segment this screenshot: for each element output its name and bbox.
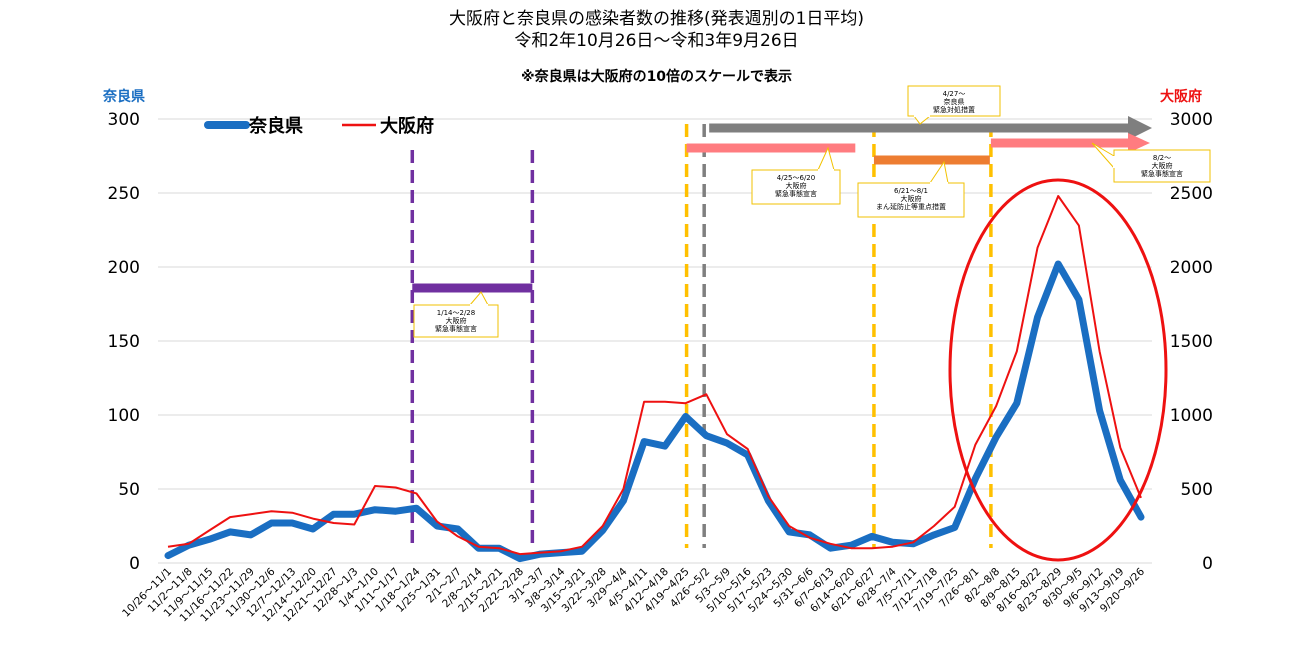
series-lines xyxy=(164,195,1145,563)
callout-osaka-se3-text: 緊急事態宣言 xyxy=(1141,169,1183,178)
period-markers xyxy=(410,116,1152,548)
right-tick-label: 1000 xyxy=(1170,406,1213,426)
scale-note: ※奈良県は大阪府の10倍のスケールで表示 xyxy=(520,69,793,85)
callout-osaka-se1-text: 緊急事態宣言 xyxy=(435,324,477,333)
left-tick-label: 0 xyxy=(129,554,140,574)
callouts: 1/14～2/28大阪府緊急事態宣言4/25～6/20大阪府緊急事態宣言4/27… xyxy=(413,85,1211,338)
callout-osaka-manbou-pointer xyxy=(929,160,949,184)
legend-label-nara: 奈良県 xyxy=(248,115,303,137)
callout-nara-measure-text: 4/27～ xyxy=(943,90,966,98)
gridlines xyxy=(158,118,1152,564)
callout-nara-measure-box xyxy=(907,85,1001,117)
legend: 奈良県 大阪府 xyxy=(204,115,434,137)
right-tick-label: 2000 xyxy=(1170,258,1213,278)
callout-nara-measure-text: 奈良県 xyxy=(944,97,965,106)
callout-nara-measure-text: 緊急対処措置 xyxy=(933,105,975,114)
callout-osaka-manbou-text: 6/21～8/1 xyxy=(894,187,928,195)
nara-measure-arrowhead xyxy=(1128,116,1152,140)
callout-osaka-se2-box xyxy=(751,169,841,205)
callout-osaka-se1-pointer xyxy=(468,291,489,306)
right-tick-label: 2500 xyxy=(1170,184,1213,204)
callout-osaka-se1-text: 大阪府 xyxy=(446,316,467,325)
x-tick-labels: 10/26～11/111/2～11/811/9～11/1511/16～11/22… xyxy=(120,565,1147,624)
series-line-osaka xyxy=(167,195,1142,556)
right-tick-label: 0 xyxy=(1202,554,1213,574)
legend-label-osaka: 大阪府 xyxy=(380,115,434,137)
se3-arrowhead xyxy=(1128,133,1150,153)
left-tick-label: 100 xyxy=(108,406,140,426)
callout-osaka-se3-text: 大阪府 xyxy=(1152,161,1173,170)
callout-osaka-se1-box xyxy=(413,304,499,338)
y-tick-labels: 0501001502002503000500100015002000250030… xyxy=(108,110,1213,574)
callout-osaka-se3-box xyxy=(1113,149,1211,183)
right-tick-label: 1500 xyxy=(1170,332,1213,352)
chart-title: 大阪府と奈良県の感染者数の推移(発表週別の1日平均) xyxy=(448,9,865,29)
left-axis-title: 奈良県 xyxy=(103,89,145,105)
highlight-circle xyxy=(948,178,1168,562)
left-tick-label: 50 xyxy=(118,480,140,500)
right-axis-title: 大阪府 xyxy=(1160,89,1202,105)
left-tick-label: 250 xyxy=(108,184,140,204)
left-tick-label: 300 xyxy=(108,110,140,130)
left-tick-label: 150 xyxy=(108,332,140,352)
callout-osaka-se3-text: 8/2～ xyxy=(1153,154,1171,162)
right-tick-label: 500 xyxy=(1181,480,1213,500)
right-tick-label: 3000 xyxy=(1170,110,1213,130)
left-tick-label: 200 xyxy=(108,258,140,278)
callout-osaka-manbou-text: まん延防止等重点措置 xyxy=(876,202,946,211)
callout-osaka-se2-text: 4/25～6/20 xyxy=(777,174,815,182)
callout-osaka-se2-text: 緊急事態宣言 xyxy=(775,189,817,198)
callout-osaka-se1-text: 1/14～2/28 xyxy=(437,309,475,317)
callout-osaka-manbou-text: 大阪府 xyxy=(901,194,922,203)
callout-osaka-manbou-box xyxy=(857,182,965,218)
callout-osaka-se2-text: 大阪府 xyxy=(786,181,807,190)
callout-nara-measure-pointer xyxy=(913,115,932,125)
chart-subtitle: 令和2年10月26日～令和3年9月26日 xyxy=(514,31,799,51)
series-line-nara xyxy=(164,260,1145,563)
